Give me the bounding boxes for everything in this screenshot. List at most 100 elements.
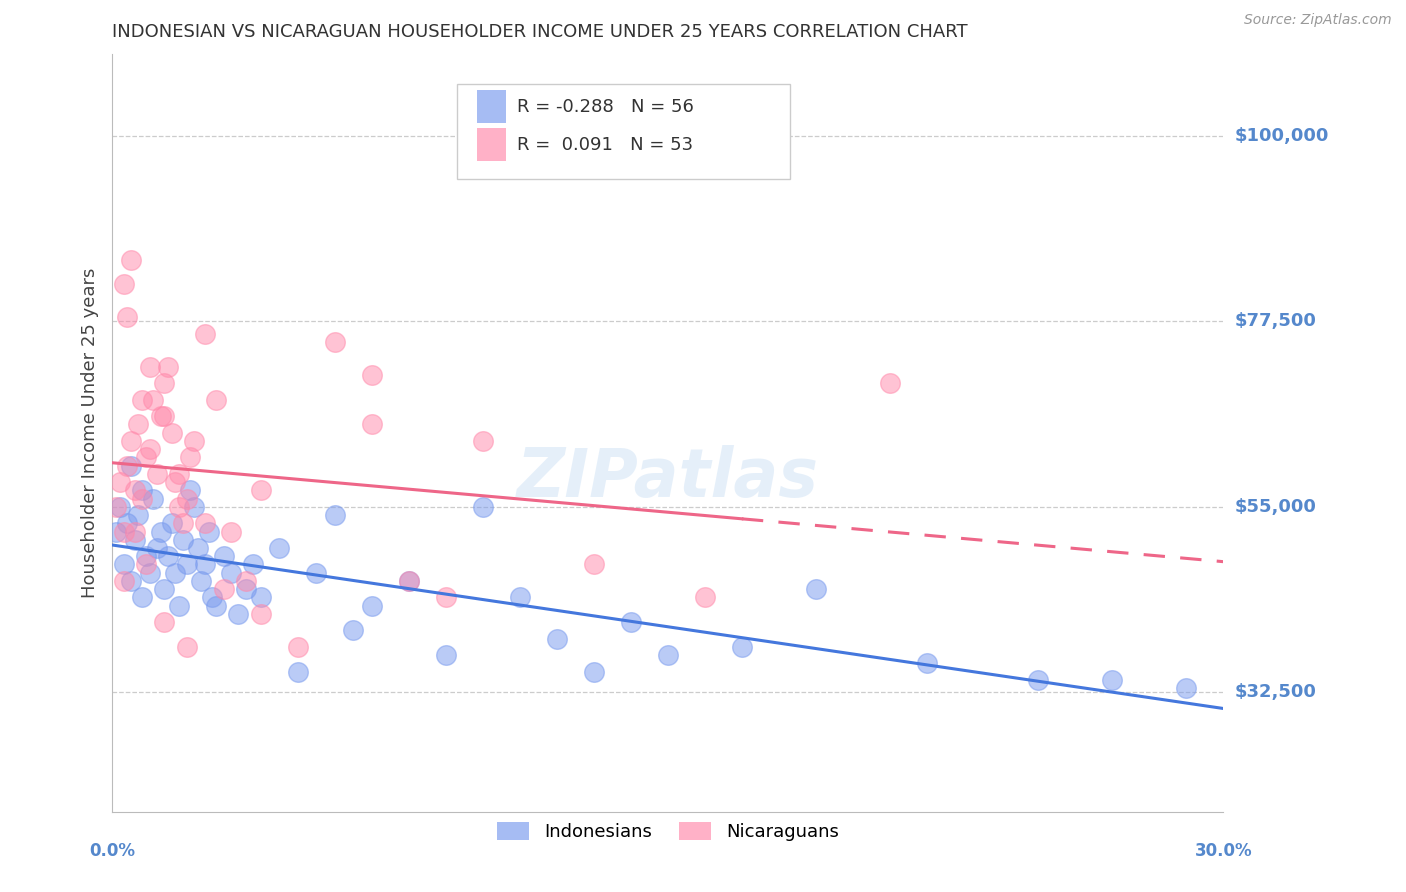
Point [135, 549, 157, 564]
Point [153, 582, 176, 597]
Point [157, 549, 180, 564]
Point [112, 574, 135, 588]
FancyBboxPatch shape [457, 84, 790, 178]
Point [205, 599, 228, 613]
Point [149, 409, 172, 424]
Point [131, 591, 153, 605]
Point [471, 500, 494, 514]
Point [205, 392, 228, 407]
Point [120, 458, 142, 473]
Point [342, 624, 364, 638]
Point [434, 648, 457, 662]
Point [235, 574, 257, 588]
Point [153, 376, 176, 391]
Point [167, 500, 190, 514]
Point [165, 566, 187, 580]
Point [105, 500, 128, 514]
Point [112, 277, 135, 292]
Point [398, 574, 420, 588]
Point [112, 524, 135, 539]
Text: $77,500: $77,500 [1234, 312, 1316, 330]
Point [219, 524, 242, 539]
Point [172, 533, 194, 547]
Point [323, 508, 346, 522]
Text: R = -0.288   N = 56: R = -0.288 N = 56 [517, 97, 693, 116]
Point [120, 252, 142, 267]
Point [546, 632, 568, 646]
Point [176, 558, 198, 572]
Point [131, 491, 153, 506]
Text: ZIPatlas: ZIPatlas [517, 445, 818, 511]
Point [190, 574, 212, 588]
Point [176, 640, 198, 654]
Point [242, 558, 264, 572]
Point [194, 326, 217, 341]
Point [165, 475, 187, 489]
Text: Source: ZipAtlas.com: Source: ZipAtlas.com [1244, 13, 1392, 28]
Point [167, 599, 190, 613]
Point [127, 508, 149, 522]
Point [879, 376, 901, 391]
Point [287, 665, 309, 679]
Point [153, 615, 176, 630]
Point [138, 359, 160, 374]
Point [160, 425, 183, 440]
Text: INDONESIAN VS NICARAGUAN HOUSEHOLDER INCOME UNDER 25 YEARS CORRELATION CHART: INDONESIAN VS NICARAGUAN HOUSEHOLDER INC… [112, 23, 969, 41]
Point [219, 566, 242, 580]
Point [153, 409, 176, 424]
Point [620, 615, 643, 630]
Point [124, 533, 146, 547]
Point [112, 558, 135, 572]
Point [693, 591, 716, 605]
Text: $55,000: $55,000 [1234, 498, 1316, 516]
Text: 0.0%: 0.0% [90, 842, 135, 860]
Point [179, 450, 201, 465]
Point [108, 500, 131, 514]
Point [135, 450, 157, 465]
Point [235, 582, 257, 597]
FancyBboxPatch shape [477, 90, 506, 123]
Point [360, 368, 382, 382]
Point [124, 524, 146, 539]
Point [212, 549, 235, 564]
Text: $32,500: $32,500 [1234, 683, 1316, 701]
Point [804, 582, 827, 597]
Point [120, 434, 142, 448]
Point [131, 392, 153, 407]
Point [160, 516, 183, 531]
Point [1175, 681, 1198, 695]
Point [108, 475, 131, 489]
Point [267, 541, 291, 555]
Point [398, 574, 420, 588]
FancyBboxPatch shape [477, 128, 506, 161]
Point [360, 599, 382, 613]
Point [117, 516, 139, 531]
Point [172, 516, 194, 531]
Point [142, 491, 165, 506]
Point [138, 566, 160, 580]
Point [117, 310, 139, 325]
Point [249, 591, 271, 605]
Point [138, 442, 160, 456]
Point [582, 558, 605, 572]
Point [149, 524, 172, 539]
Point [194, 516, 217, 531]
Point [657, 648, 679, 662]
Point [509, 591, 531, 605]
Point [131, 483, 153, 498]
Text: 30.0%: 30.0% [1195, 842, 1251, 860]
Point [249, 483, 271, 498]
Point [249, 607, 271, 621]
Point [142, 392, 165, 407]
Point [471, 434, 494, 448]
Point [915, 657, 938, 671]
Point [305, 566, 328, 580]
Point [360, 417, 382, 432]
Point [146, 467, 169, 481]
Legend: Indonesians, Nicaraguans: Indonesians, Nicaraguans [489, 814, 846, 848]
Point [146, 541, 169, 555]
Point [127, 417, 149, 432]
Point [1101, 673, 1123, 687]
Point [323, 334, 346, 349]
Point [167, 467, 190, 481]
